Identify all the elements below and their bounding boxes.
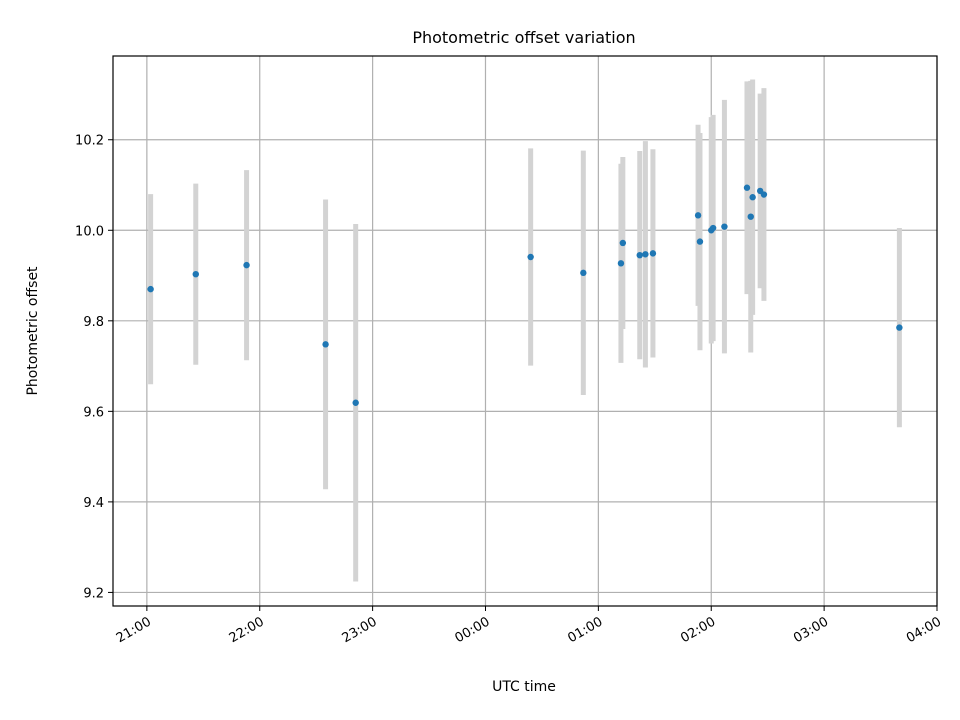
data-point bbox=[721, 223, 728, 230]
y-tick-label: 9.6 bbox=[83, 405, 104, 420]
x-axis-label: UTC time bbox=[492, 679, 556, 695]
data-point bbox=[747, 213, 754, 220]
data-points bbox=[147, 184, 903, 406]
data-point bbox=[617, 260, 625, 267]
y-tick-label: 9.8 bbox=[83, 315, 104, 330]
data-point bbox=[642, 251, 649, 258]
plot-frame bbox=[112, 55, 938, 607]
data-point bbox=[352, 399, 359, 406]
data-point bbox=[749, 194, 756, 201]
data-point bbox=[147, 285, 154, 293]
data-point bbox=[743, 184, 751, 191]
data-point bbox=[694, 212, 702, 219]
y-axis-label: Photometric offset bbox=[25, 266, 41, 396]
data-point bbox=[243, 261, 250, 269]
data-point bbox=[696, 238, 704, 245]
data-point bbox=[192, 270, 199, 278]
data-point bbox=[580, 269, 587, 277]
data-point bbox=[527, 253, 534, 261]
y-tick-label: 10.2 bbox=[75, 134, 104, 149]
data-point bbox=[619, 239, 627, 247]
chart-title: Photometric offset variation bbox=[412, 28, 635, 47]
data-point bbox=[322, 341, 329, 348]
y-tick-label: 10.0 bbox=[75, 224, 104, 239]
data-point bbox=[896, 324, 903, 331]
y-tick-label: 9.2 bbox=[83, 586, 104, 601]
data-point bbox=[636, 251, 643, 259]
data-point bbox=[709, 224, 717, 232]
y-tick-label: 9.4 bbox=[83, 496, 104, 511]
data-point bbox=[760, 191, 768, 198]
data-point bbox=[649, 250, 657, 257]
